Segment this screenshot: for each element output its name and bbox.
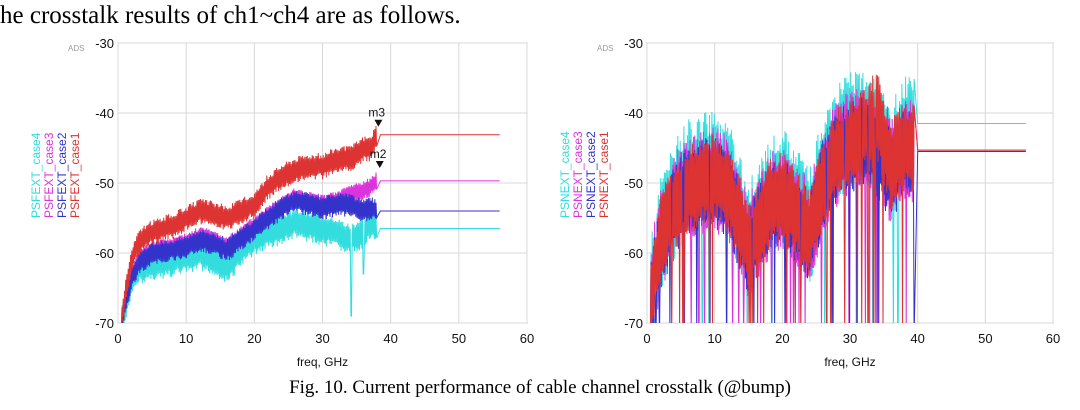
crosstalk-chart-psnext: ADS 0 10 20 30 40 50 60 -30 -40 -50 -60 -70 freq, GHz… (558, 36, 1060, 369)
y-tick-label: -40 (624, 106, 643, 121)
y-tick-label: -60 (624, 246, 643, 261)
y-tick-label: -70 (624, 316, 643, 331)
x-tick-label: 20 (247, 331, 261, 346)
marker-m3 (374, 119, 383, 127)
y-tick-label: -40 (95, 106, 114, 121)
marker-m2 (375, 161, 384, 168)
series-group (121, 125, 500, 323)
x-axis-label: freq, GHz (297, 355, 348, 369)
x-tick-label: 30 (843, 331, 857, 346)
x-tick-label: 30 (315, 331, 329, 346)
x-tick-label: 60 (520, 331, 534, 346)
intro-text: he crosstalk results of ch1~ch4 are as f… (0, 2, 461, 29)
crosstalk-chart-psfext: ADS 0 10 20 30 40 50 60 -30 -40 -50 -60 -70 freq, GHz… (29, 36, 534, 369)
legend-entry: PSNEXT_case3 (571, 131, 585, 218)
y-tick-label: -50 (95, 176, 114, 191)
x-tick-label: 10 (707, 331, 721, 346)
series-group (650, 72, 1026, 323)
marker-label: m2 (370, 147, 387, 161)
marker-label: m3 (368, 106, 385, 120)
x-tick-label: 10 (179, 331, 193, 346)
x-tick-label: 20 (775, 331, 789, 346)
y-tick-label: -30 (95, 36, 114, 51)
series-line-PSFEXT_case1 (121, 125, 500, 323)
legend-entry: PSFEXT_case4 (29, 132, 43, 218)
figure-caption: Fig. 10. Current performance of cable ch… (289, 377, 791, 398)
x-tick-label: 60 (1046, 331, 1060, 346)
x-tick-label: 0 (114, 331, 121, 346)
x-tick-label: 40 (383, 331, 397, 346)
y-tick-label: -70 (95, 316, 114, 331)
ads-watermark: ADS (68, 44, 84, 53)
y-tick-label: -60 (95, 246, 114, 261)
legend-entry: PSNEXT_case2 (584, 131, 598, 218)
legend-entry: PSFEXT_case3 (42, 132, 56, 218)
x-tick-label: 50 (452, 331, 466, 346)
y-tick-label: -30 (624, 36, 643, 51)
x-tick-label: 0 (643, 331, 650, 346)
x-tick-label: 40 (910, 331, 924, 346)
ads-watermark: ADS (597, 44, 613, 53)
series-line-PSNEXT_case1 (650, 74, 1026, 323)
y-tick-label: -50 (624, 176, 643, 191)
series-line-PSFEXT_case2 (121, 191, 500, 323)
legend-entry: PSNEXT_case1 (597, 131, 611, 218)
x-axis-label: freq, GHz (824, 355, 875, 369)
legend-entry: PSFEXT_case2 (55, 132, 69, 218)
legend-entry: PSNEXT_case4 (558, 131, 572, 218)
x-tick-label: 50 (978, 331, 992, 346)
legend-entry: PSFEXT_case1 (68, 132, 82, 218)
